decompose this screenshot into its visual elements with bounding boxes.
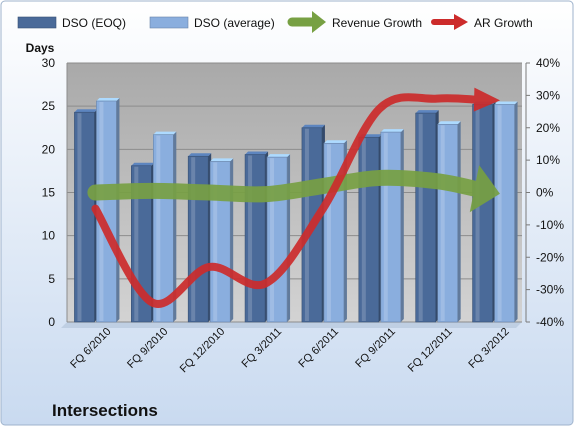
y2-tick-label-0: -40% — [536, 315, 564, 329]
bar-dso-average-7 — [495, 101, 518, 322]
bar-dso-average-5 — [381, 129, 404, 322]
plot-floor — [61, 322, 522, 328]
bar-dso-eoq-6 — [416, 110, 439, 322]
y2-tick-label-6: 20% — [536, 121, 560, 135]
legend-label-dso-eoq: DSO (EOQ) — [62, 16, 126, 30]
bar-dso-average-3 — [267, 154, 290, 322]
y-axis-label: Days — [26, 41, 55, 55]
legend-label-ar-growth: AR Growth — [474, 16, 533, 30]
bar-dso-eoq-3 — [245, 152, 268, 322]
bar-dso-average-2 — [210, 158, 233, 322]
bar-dso-eoq-2 — [188, 153, 211, 322]
y2-tick-label-7: 30% — [536, 88, 560, 102]
legend-item-dso-average: DSO (average) — [150, 16, 275, 30]
legend-label-revenue-growth: Revenue Growth — [332, 16, 422, 30]
y-tick-label-5: 5 — [48, 272, 55, 286]
legend-swatch-dso-eoq — [18, 17, 56, 28]
y2-tick-label-5: 10% — [536, 153, 560, 167]
y-tick-label-15: 15 — [42, 186, 56, 200]
y-tick-label-10: 10 — [42, 229, 56, 243]
y2-tick-label-2: -20% — [536, 250, 564, 264]
bar-dso-eoq-0 — [74, 109, 97, 322]
chart-title: Intersections — [52, 401, 158, 420]
legend-swatch-dso-average — [150, 17, 188, 28]
y-tick-label-30: 30 — [42, 56, 56, 70]
y2-tick-label-8: 40% — [536, 56, 560, 70]
y-tick-label-0: 0 — [48, 315, 55, 329]
y-tick-label-25: 25 — [42, 99, 56, 113]
bar-dso-eoq-5 — [359, 134, 382, 322]
y2-tick-label-4: 0% — [536, 186, 554, 200]
bar-dso-eoq-7 — [473, 101, 496, 322]
bar-dso-average-6 — [438, 121, 461, 322]
y2-tick-label-1: -30% — [536, 283, 564, 297]
y2-tick-label-3: -10% — [536, 218, 564, 232]
legend-item-dso-eoq: DSO (EOQ) — [18, 16, 126, 30]
legend-label-dso-average: DSO (average) — [194, 16, 275, 30]
y-tick-label-20: 20 — [42, 142, 56, 156]
